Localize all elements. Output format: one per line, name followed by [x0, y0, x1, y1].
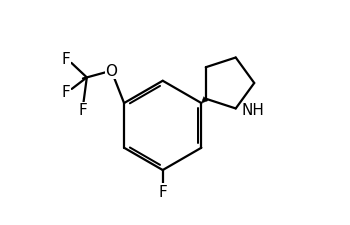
- Polygon shape: [201, 97, 208, 104]
- Text: NH: NH: [242, 103, 265, 117]
- Text: F: F: [79, 103, 88, 118]
- Text: O: O: [105, 64, 117, 79]
- Text: F: F: [158, 184, 167, 199]
- Text: F: F: [62, 52, 70, 67]
- Text: F: F: [62, 85, 70, 100]
